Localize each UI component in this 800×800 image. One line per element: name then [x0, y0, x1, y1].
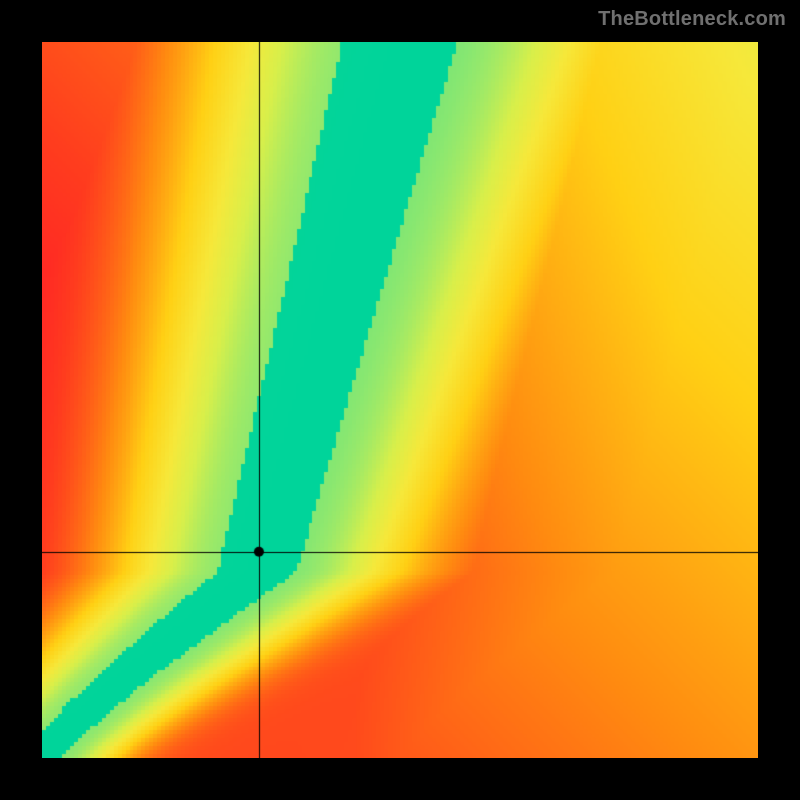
watermark-text: TheBottleneck.com — [598, 8, 786, 31]
bottleneck-heatmap — [42, 42, 758, 758]
heatmap-canvas — [42, 42, 758, 758]
chart-container: TheBottleneck.com — [0, 0, 800, 800]
